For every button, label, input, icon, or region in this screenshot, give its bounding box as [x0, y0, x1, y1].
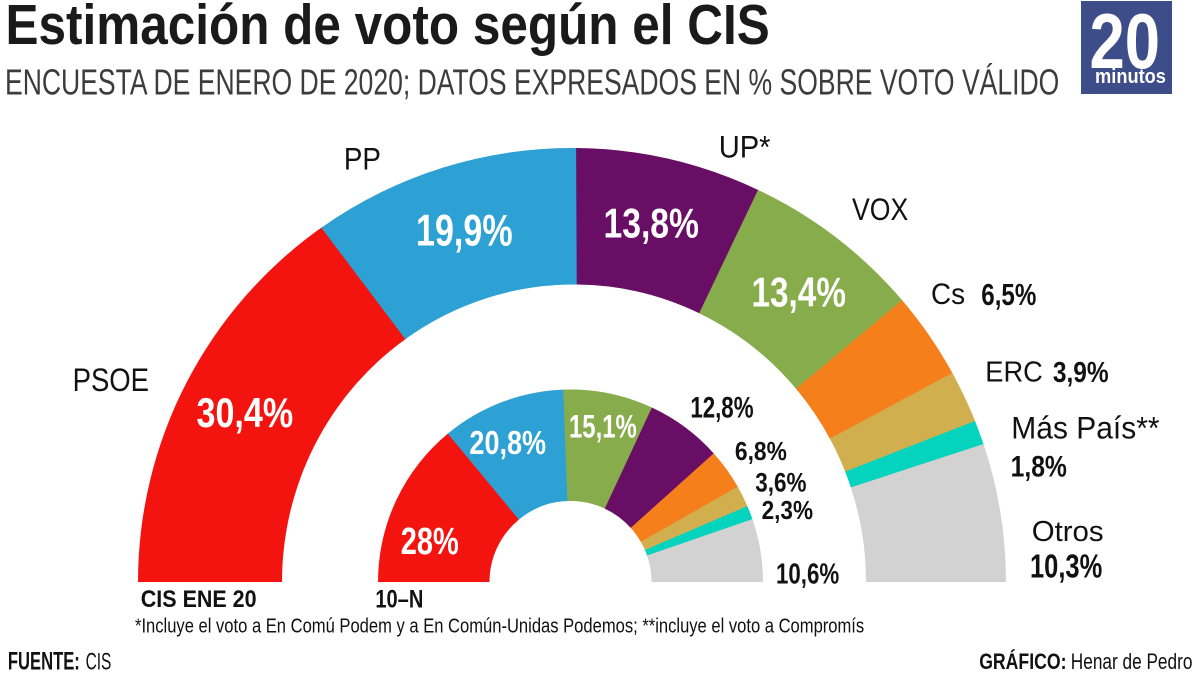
svg-text:15,1%: 15,1% [569, 409, 637, 445]
svg-text:ENCUESTA DE ENERO DE 2020; DAT: ENCUESTA DE ENERO DE 2020; DATOS EXPRESA… [5, 63, 1059, 103]
svg-text:28%: 28% [401, 520, 459, 563]
svg-text:Más País**: Más País** [1011, 410, 1159, 446]
svg-text:CIS: CIS [86, 649, 112, 675]
svg-text:UP*: UP* [719, 129, 771, 164]
svg-text:ERC: ERC [985, 356, 1043, 388]
svg-text:3,9%: 3,9% [1053, 356, 1109, 388]
svg-text:VOX: VOX [852, 193, 908, 228]
svg-text:6,8%: 6,8% [735, 438, 787, 467]
svg-text:3,6%: 3,6% [755, 469, 806, 498]
svg-text:Estimación de voto según el CI: Estimación de voto según el CIS [6, 0, 770, 57]
svg-text:FUENTE:: FUENTE: [8, 649, 80, 675]
svg-text:20: 20 [1089, 0, 1160, 86]
svg-text:CIS ENE 20: CIS ENE 20 [141, 585, 257, 612]
svg-text:20,8%: 20,8% [469, 425, 546, 461]
svg-text:*Incluye el voto a En Comú Pod: *Incluye el voto a En Comú Podem y a En … [135, 614, 864, 637]
svg-text:10,6%: 10,6% [776, 559, 839, 590]
svg-text:PSOE: PSOE [73, 363, 149, 399]
svg-text:minutos: minutos [1095, 66, 1166, 88]
svg-text:Otros: Otros [1032, 516, 1104, 548]
svg-text:19,9%: 19,9% [416, 206, 513, 255]
svg-text:2,3%: 2,3% [762, 497, 813, 526]
svg-text:GRÁFICO:: GRÁFICO: [979, 649, 1066, 674]
svg-text:10,3%: 10,3% [1030, 548, 1102, 585]
svg-text:Henar de Pedro: Henar de Pedro [1071, 650, 1193, 675]
svg-text:13,4%: 13,4% [752, 269, 846, 315]
svg-text:6,5%: 6,5% [981, 277, 1036, 311]
svg-text:30,4%: 30,4% [196, 389, 293, 436]
svg-text:Cs: Cs [931, 278, 965, 311]
svg-text:13,8%: 13,8% [604, 201, 699, 247]
svg-text:1,8%: 1,8% [1011, 449, 1067, 483]
svg-text:12,8%: 12,8% [690, 390, 753, 424]
svg-text:10–N: 10–N [375, 586, 423, 614]
svg-text:PP: PP [344, 142, 381, 177]
